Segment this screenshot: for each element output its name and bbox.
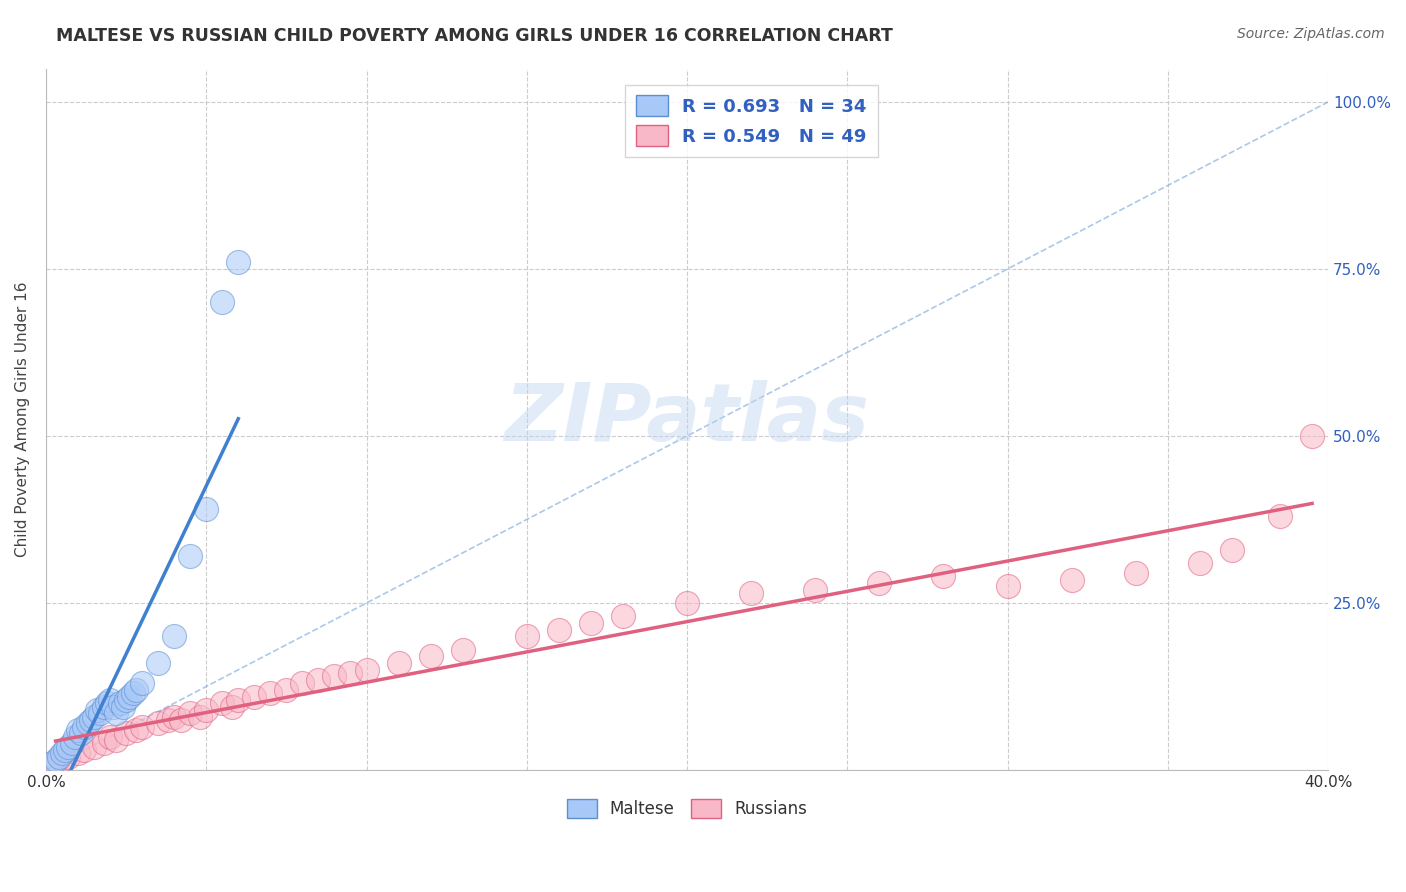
Point (131, 676, 153, 690)
Text: Source: ZipAtlas.com: Source: ZipAtlas.com (1237, 27, 1385, 41)
Point (53, 743, 76, 757)
Point (276, 682, 298, 697)
Point (83, 739, 105, 754)
Point (259, 686, 281, 700)
Point (195, 502, 218, 516)
Point (451, 642, 474, 657)
Point (89, 706, 111, 721)
Point (1125, 566, 1147, 580)
Point (1188, 556, 1211, 570)
Point (307, 673, 329, 687)
Point (96, 696, 118, 710)
Point (676, 596, 699, 610)
Point (356, 663, 378, 677)
Point (1220, 542, 1243, 557)
Point (58, 739, 80, 754)
Point (226, 693, 249, 707)
Point (211, 696, 233, 710)
Point (66, 723, 89, 737)
Point (339, 666, 361, 681)
Point (226, 255, 249, 269)
Point (169, 713, 191, 727)
Point (73, 743, 96, 757)
Point (516, 629, 538, 643)
Point (188, 709, 211, 723)
Point (115, 693, 138, 707)
Point (243, 690, 266, 704)
Point (195, 703, 218, 717)
Point (125, 723, 148, 737)
Point (115, 726, 138, 740)
Point (131, 720, 153, 734)
Point (51, 753, 73, 767)
Point (612, 609, 634, 624)
Point (547, 623, 569, 637)
Point (73, 720, 96, 734)
Point (163, 709, 186, 723)
Point (93, 736, 115, 750)
Point (868, 576, 890, 591)
Text: ZIPatlas: ZIPatlas (505, 380, 869, 458)
Point (63, 730, 86, 744)
Point (98, 730, 121, 744)
Point (156, 713, 179, 727)
Point (83, 709, 105, 723)
Point (111, 699, 134, 714)
Point (60, 736, 83, 750)
Point (419, 649, 441, 664)
Point (66, 747, 89, 761)
Point (211, 295, 233, 310)
Point (45, 756, 67, 771)
Point (221, 699, 243, 714)
Point (740, 586, 762, 600)
Point (146, 656, 169, 670)
Point (179, 706, 201, 721)
Point (105, 706, 128, 721)
Point (98, 693, 121, 707)
Point (323, 669, 346, 683)
Point (108, 696, 131, 710)
Point (51, 747, 73, 761)
Point (41, 756, 63, 771)
Point (804, 582, 827, 597)
Point (48, 749, 70, 764)
Point (70, 726, 93, 740)
Point (121, 686, 143, 700)
Point (579, 615, 602, 630)
Y-axis label: Child Poverty Among Girls Under 16: Child Poverty Among Girls Under 16 (15, 282, 30, 557)
Point (997, 579, 1019, 593)
Point (1060, 573, 1083, 587)
Point (93, 699, 115, 714)
Point (103, 699, 125, 714)
Point (291, 676, 314, 690)
Legend: Maltese, Russians: Maltese, Russians (560, 792, 814, 825)
Point (1301, 429, 1323, 443)
Text: MALTESE VS RUSSIAN CHILD POVERTY AMONG GIRLS UNDER 16 CORRELATION CHART: MALTESE VS RUSSIAN CHILD POVERTY AMONG G… (56, 27, 893, 45)
Point (932, 569, 955, 583)
Point (45, 753, 67, 767)
Point (1268, 509, 1291, 524)
Point (86, 703, 108, 717)
Point (179, 549, 201, 564)
Point (387, 656, 409, 670)
Point (163, 629, 186, 643)
Point (118, 690, 141, 704)
Point (146, 716, 169, 731)
Point (80, 713, 103, 727)
Point (105, 733, 128, 747)
Point (58, 749, 80, 764)
Point (76, 716, 98, 731)
Point (125, 682, 148, 697)
